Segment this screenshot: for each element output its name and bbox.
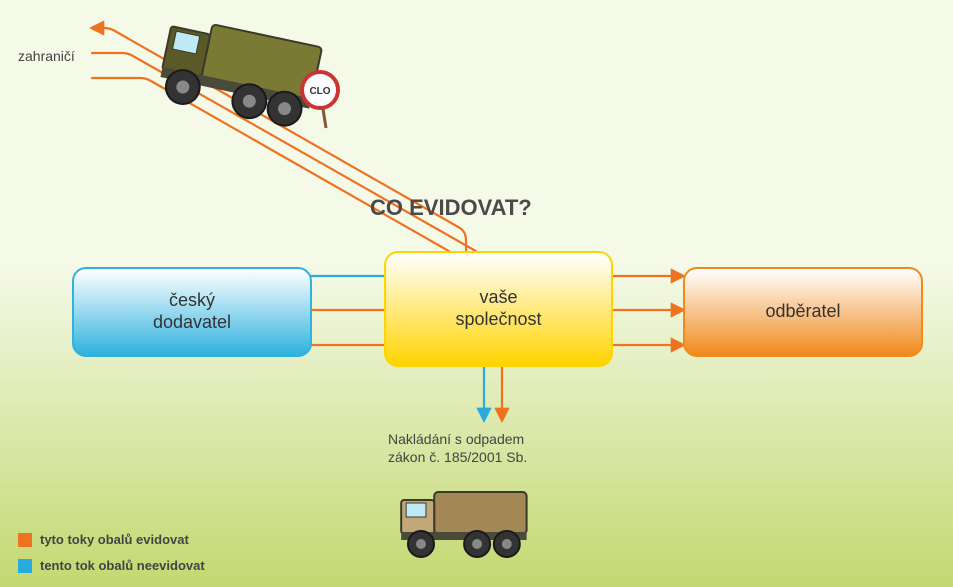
label-zahranici: zahraničí — [18, 48, 75, 64]
label-waste-line2: zákon č. 185/2001 Sb. — [388, 448, 527, 466]
legend-label: tento tok obalů neevidovat — [40, 558, 205, 573]
diagram-title: CO EVIDOVAT? — [370, 195, 532, 221]
truck-bottom-icon — [388, 470, 553, 570]
box-supplier: českýdodavatel — [72, 267, 312, 357]
legend-item-1: tento tok obalů neevidovat — [18, 558, 205, 573]
legend-swatch — [18, 559, 32, 573]
svg-text:CLO: CLO — [309, 86, 330, 97]
box-company: vašespolečnost — [384, 251, 613, 367]
diagram-canvas: CO EVIDOVAT? zahraničí českýdodavatel va… — [0, 0, 953, 587]
box-supplier-label: českýdodavatel — [153, 290, 231, 333]
legend-swatch — [18, 533, 32, 547]
truck-top-icon: CLO — [148, 4, 348, 134]
label-waste: Nakládání s odpadem zákon č. 185/2001 Sb… — [388, 430, 527, 466]
box-customer: odběratel — [683, 267, 923, 357]
label-waste-line1: Nakládání s odpadem — [388, 430, 527, 448]
legend-item-0: tyto toky obalů evidovat — [18, 532, 189, 547]
box-company-label: vašespolečnost — [455, 287, 541, 330]
box-customer-label: odběratel — [765, 301, 840, 323]
legend-label: tyto toky obalů evidovat — [40, 532, 189, 547]
